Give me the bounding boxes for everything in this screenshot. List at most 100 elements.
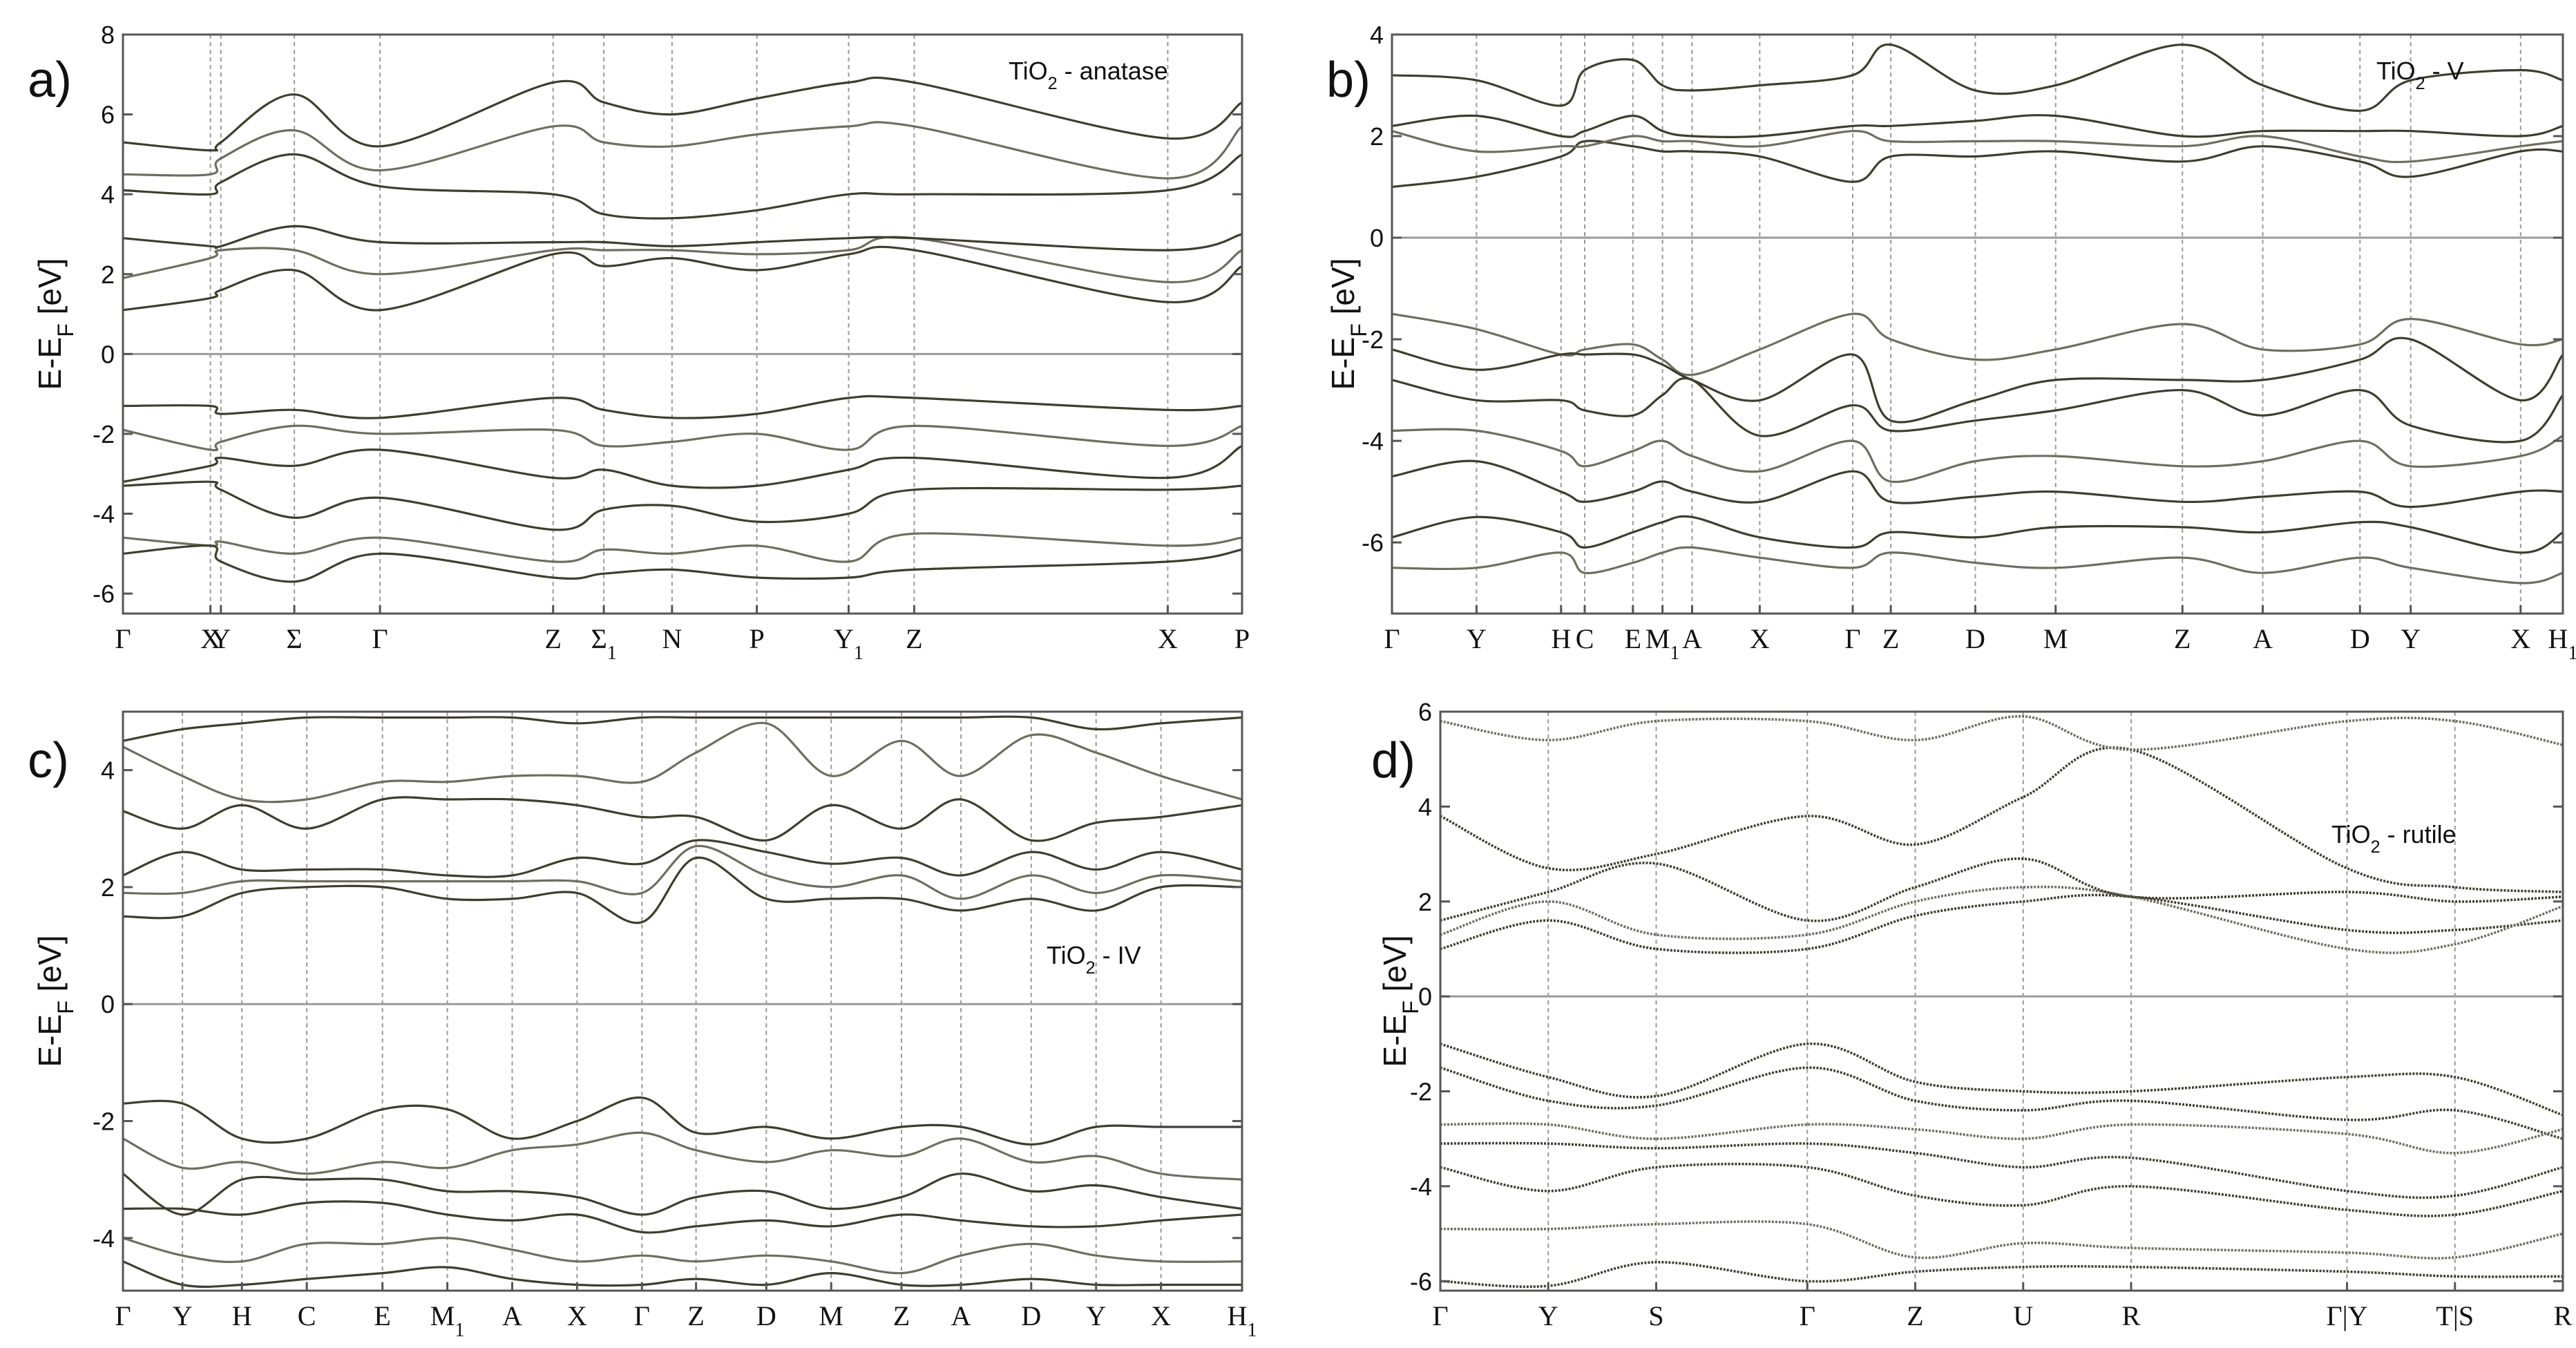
- panel-b-band-VB3: [1392, 377, 2563, 444]
- panel-c-kpoint-label: Y: [1086, 1300, 1106, 1331]
- panel-b-frame: [1391, 33, 2564, 615]
- panel-a-kpoint-label: Σ: [286, 623, 302, 654]
- panel-c-kpoint-label: Z: [687, 1300, 704, 1331]
- panel-d-kpoint-label: Γ: [1800, 1300, 1815, 1331]
- panel-a-ytick-label: 0: [101, 340, 115, 368]
- panel-c-kpoint-label: Γ: [115, 1300, 131, 1331]
- panel-d-ytick-label: -2: [1410, 1078, 1432, 1106]
- panel-a-kpoint-label: Y: [211, 623, 231, 654]
- panel-c-kpoint-label: Γ: [634, 1300, 650, 1331]
- panel-a-kpoint-label: Σ1: [591, 623, 616, 664]
- panel-b-kpoint-label: Z: [2174, 623, 2191, 654]
- panel-c-band-CB2: [123, 844, 1242, 900]
- panel-c-band-VB4: [123, 1200, 1242, 1234]
- panel-c-kpoint-label: Y: [173, 1300, 193, 1331]
- panel-b-band-CB4: [1392, 44, 2563, 112]
- panel-b-band-VB2: [1392, 336, 2563, 424]
- panel-c-kpoint-label: D: [1021, 1300, 1041, 1331]
- panel-a-kpoint-label: Γ: [115, 623, 131, 654]
- panel-b-ytick-label: -2: [1362, 325, 1384, 354]
- panel-a-kpoint-label: N: [662, 623, 682, 654]
- panel-a-band-VB4: [123, 480, 1242, 531]
- panel-b-ytick-label: 4: [1370, 21, 1384, 49]
- panel-a-ytick-label: 4: [101, 180, 115, 209]
- panel-b-band-CB3: [1392, 114, 2563, 139]
- panel-d-kpoint-label: Z: [1907, 1300, 1923, 1331]
- panel-c-kpoint-label: X: [1151, 1300, 1171, 1331]
- panel-c-kpoint-label: E: [374, 1300, 390, 1331]
- panel-b-kpoint-label: X: [2510, 623, 2530, 654]
- panel-a-ytick-label: -2: [93, 420, 115, 448]
- panel-c-ytick-label: 4: [101, 757, 115, 785]
- panel-d-band-CB3: [1440, 857, 2563, 922]
- panel-a-kpoint-label: P: [749, 623, 764, 654]
- panel-d-ytick-label: 6: [1418, 698, 1432, 726]
- panel-d-band-VB3: [1440, 1122, 2563, 1155]
- panel-d-band-CB4: [1440, 746, 2563, 893]
- panel-d-ylabel: E-EF [eV]: [1377, 936, 1423, 1067]
- panel-a-kpoint-label: Z: [544, 623, 561, 654]
- panel-d-kpoint-label: S: [1648, 1300, 1663, 1331]
- panel-a-band-CB4: [123, 153, 1242, 220]
- panel-c-band-CB6: [123, 715, 1242, 742]
- panel-d-ytick-label: -6: [1410, 1267, 1432, 1295]
- panel-b-kpoint-label: D: [1965, 623, 1985, 654]
- panel-d-kpoint-label: Γ|Y: [2326, 1300, 2367, 1331]
- panel-c-band-VB1: [123, 1097, 1242, 1146]
- panel-a-ytick-label: 8: [101, 21, 115, 49]
- panel-d-band-CB5: [1440, 715, 2563, 751]
- panel-c-band-VB6: [123, 1260, 1242, 1288]
- panel-a-band-CB1: [123, 245, 1242, 312]
- panel-b-kpoint-label: A: [2253, 623, 2273, 654]
- panel-d-annotation: TiO2 - rutile: [2331, 820, 2456, 857]
- panel-d-ytick-label: -4: [1410, 1173, 1432, 1201]
- panel-a-band-VB6: [123, 544, 1242, 583]
- panel-d-kpoint-label: Y: [1538, 1300, 1558, 1331]
- panel-d-band-VB7: [1440, 1260, 2563, 1289]
- panel-c-kpoint-label: H1: [1228, 1300, 1257, 1341]
- panel-a-frame: [122, 33, 1243, 615]
- panel-b-band-CB1: [1392, 140, 2563, 189]
- panel-b-kpoint-label: E: [1625, 623, 1641, 654]
- panel-b-kpoint-label: M: [2043, 623, 2068, 654]
- panel-b-kpoint-label: H1: [2548, 623, 2576, 664]
- panel-b-annotation: TiO2 - V: [2376, 57, 2464, 93]
- panel-b-band-VB7: [1392, 546, 2563, 585]
- panel-b-band-VB5: [1392, 459, 2563, 509]
- panel-b-kpoint-label: H: [1551, 623, 1571, 654]
- panel-c-ytick-label: 0: [101, 990, 115, 1018]
- panel-c-kpoint-label: M: [819, 1300, 843, 1331]
- panel-c-band-CB4: [123, 796, 1242, 842]
- panel-b-label: b): [1326, 53, 1371, 108]
- panel-b-kpoint-label: Γ: [1384, 623, 1400, 654]
- panel-a-band-CB2: [123, 236, 1242, 283]
- panel-d-band-VB4: [1440, 1141, 2563, 1199]
- panel-d-ytick-label: 0: [1418, 982, 1432, 1011]
- panel-c-band-CB5: [123, 721, 1242, 804]
- panel-c-frame: [122, 710, 1243, 1292]
- panel-d-kpoint-label: U: [2013, 1300, 2033, 1331]
- panel-b-band-VB1: [1392, 312, 2563, 377]
- panel-a-band-CB6: [123, 76, 1242, 152]
- panel-d-kpoint-label: T|S: [2436, 1300, 2474, 1331]
- panel-b-kpoint-label: M1: [1645, 623, 1680, 664]
- panel-a-ytick-label: -6: [93, 580, 115, 608]
- panel-d-band-CB1: [1440, 893, 2563, 954]
- panel-a-ylabel: E-EF [eV]: [32, 258, 78, 390]
- panel-c-kpoint-label: H: [232, 1300, 252, 1331]
- panel-b-kpoint-label: Y: [1467, 623, 1487, 654]
- panel-c-band-CB3: [123, 839, 1242, 878]
- panel-b-ytick-label: -4: [1362, 427, 1384, 455]
- panel-b-kpoint-label: C: [1576, 623, 1594, 654]
- panel-a-kpoint-label: Γ: [372, 623, 388, 654]
- panel-d-band-VB5: [1440, 1162, 2563, 1217]
- panel-c-ytick-label: -4: [93, 1224, 115, 1253]
- panel-d-band-VB2: [1440, 1066, 2563, 1140]
- panel-d-band-VB6: [1440, 1220, 2563, 1260]
- panel-c-kpoint-label: M1: [430, 1300, 465, 1341]
- panel-b-kpoint-label: D: [2350, 623, 2370, 654]
- panel-a-kpoint-label: P: [1234, 623, 1250, 654]
- panel-d-ytick-label: 2: [1418, 888, 1432, 916]
- panel-c-kpoint-label: A: [502, 1300, 522, 1331]
